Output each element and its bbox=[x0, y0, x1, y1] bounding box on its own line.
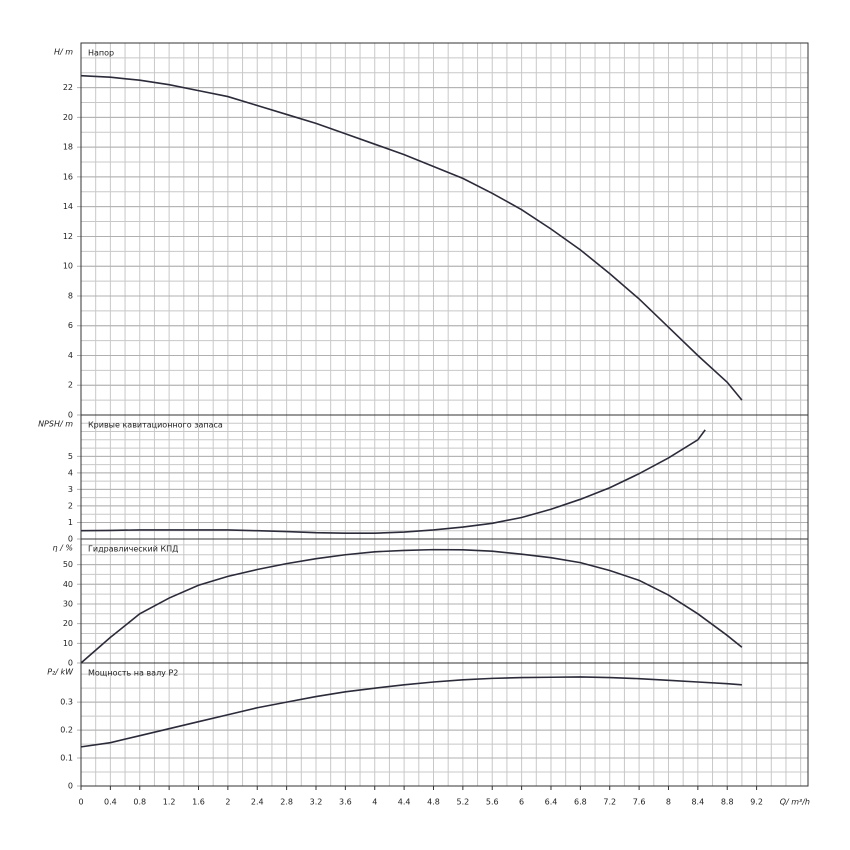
y-tick-label: 10 bbox=[63, 639, 73, 648]
y-tick-label: 1 bbox=[68, 518, 73, 527]
y-tick-label: 20 bbox=[63, 619, 73, 628]
x-tick-label: 2 bbox=[225, 798, 230, 807]
y-tick-label: 50 bbox=[63, 560, 73, 569]
x-tick-label: 4.8 bbox=[427, 798, 440, 807]
y-tick-label: 0 bbox=[68, 411, 73, 420]
y-tick-label: 4 bbox=[68, 468, 73, 477]
curve bbox=[80, 429, 706, 535]
panel-frame bbox=[80, 662, 809, 787]
y-tick-label: 22 bbox=[63, 83, 73, 92]
x-tick-label: 2.8 bbox=[280, 798, 293, 807]
y-tick-label: 20 bbox=[63, 113, 73, 122]
y-tick-label: 0.1 bbox=[60, 754, 73, 763]
x-tick-label: 1.6 bbox=[192, 798, 205, 807]
x-tick-label: 0 bbox=[78, 798, 83, 807]
x-tick-label: 2.4 bbox=[251, 798, 264, 807]
y-tick-label: 8 bbox=[68, 291, 73, 300]
x-tick-label: 4.4 bbox=[398, 798, 411, 807]
x-tick-label: 8.4 bbox=[691, 798, 704, 807]
y-tick-label: 18 bbox=[63, 143, 73, 152]
y-tick-label: 0 bbox=[68, 535, 73, 544]
x-tick-label: 8.8 bbox=[721, 798, 734, 807]
panel-title: Напор bbox=[88, 49, 114, 58]
x-tick-label: 0.4 bbox=[104, 798, 117, 807]
y-tick-label: 30 bbox=[63, 599, 73, 608]
x-tick-label: 9.2 bbox=[750, 798, 763, 807]
y-axis-label: η / % bbox=[53, 544, 73, 553]
y-tick-label: 5 bbox=[68, 452, 73, 461]
y-tick-label: 40 bbox=[63, 580, 73, 589]
y-tick-label: 14 bbox=[63, 202, 73, 211]
y-tick-label: 10 bbox=[63, 262, 73, 271]
y-tick-label: 2 bbox=[68, 381, 73, 390]
x-tick-label: 5.2 bbox=[456, 798, 469, 807]
x-tick-label: 4 bbox=[372, 798, 377, 807]
x-tick-label: 1.2 bbox=[163, 798, 176, 807]
x-tick-label: 6.8 bbox=[574, 798, 587, 807]
panel-title: Гидравлический КПД bbox=[88, 545, 178, 554]
x-tick-label: 0.8 bbox=[133, 798, 146, 807]
panel-title: Мощность на валу P2 bbox=[88, 669, 178, 678]
y-tick-label: 6 bbox=[68, 321, 73, 330]
y-tick-label: 4 bbox=[68, 351, 73, 360]
panel-frame bbox=[80, 42, 809, 416]
x-tick-label: 7.6 bbox=[633, 798, 646, 807]
y-axis-label: H/ m bbox=[54, 48, 73, 57]
panel-title: Кривые кавитационного запаса bbox=[88, 421, 223, 430]
y-tick-label: 12 bbox=[63, 232, 73, 241]
x-tick-label: 6 bbox=[519, 798, 524, 807]
y-tick-label: 0.3 bbox=[60, 698, 73, 707]
y-tick-label: 0.2 bbox=[60, 726, 73, 735]
y-tick-label: 3 bbox=[68, 485, 73, 494]
curve bbox=[80, 74, 743, 401]
panel-frame bbox=[80, 414, 809, 540]
x-tick-label: 8 bbox=[666, 798, 671, 807]
curve bbox=[80, 548, 743, 664]
y-tick-label: 16 bbox=[63, 172, 73, 181]
x-tick-label: 7.2 bbox=[603, 798, 616, 807]
y-tick-label: 0 bbox=[68, 782, 73, 791]
y-axis-label: NPSH/ m bbox=[38, 420, 73, 429]
curve bbox=[80, 676, 742, 748]
y-tick-label: 2 bbox=[68, 501, 73, 510]
x-tick-label: 3.2 bbox=[310, 798, 323, 807]
x-tick-label: 3.6 bbox=[339, 798, 352, 807]
panel-frame bbox=[80, 538, 809, 664]
x-axis-label: Q/ m³/h bbox=[780, 798, 810, 807]
x-tick-label: 6.4 bbox=[545, 798, 558, 807]
y-tick-label: 0 bbox=[68, 659, 73, 668]
y-axis-label: P₂/ kW bbox=[47, 668, 74, 677]
x-tick-label: 5.6 bbox=[486, 798, 499, 807]
